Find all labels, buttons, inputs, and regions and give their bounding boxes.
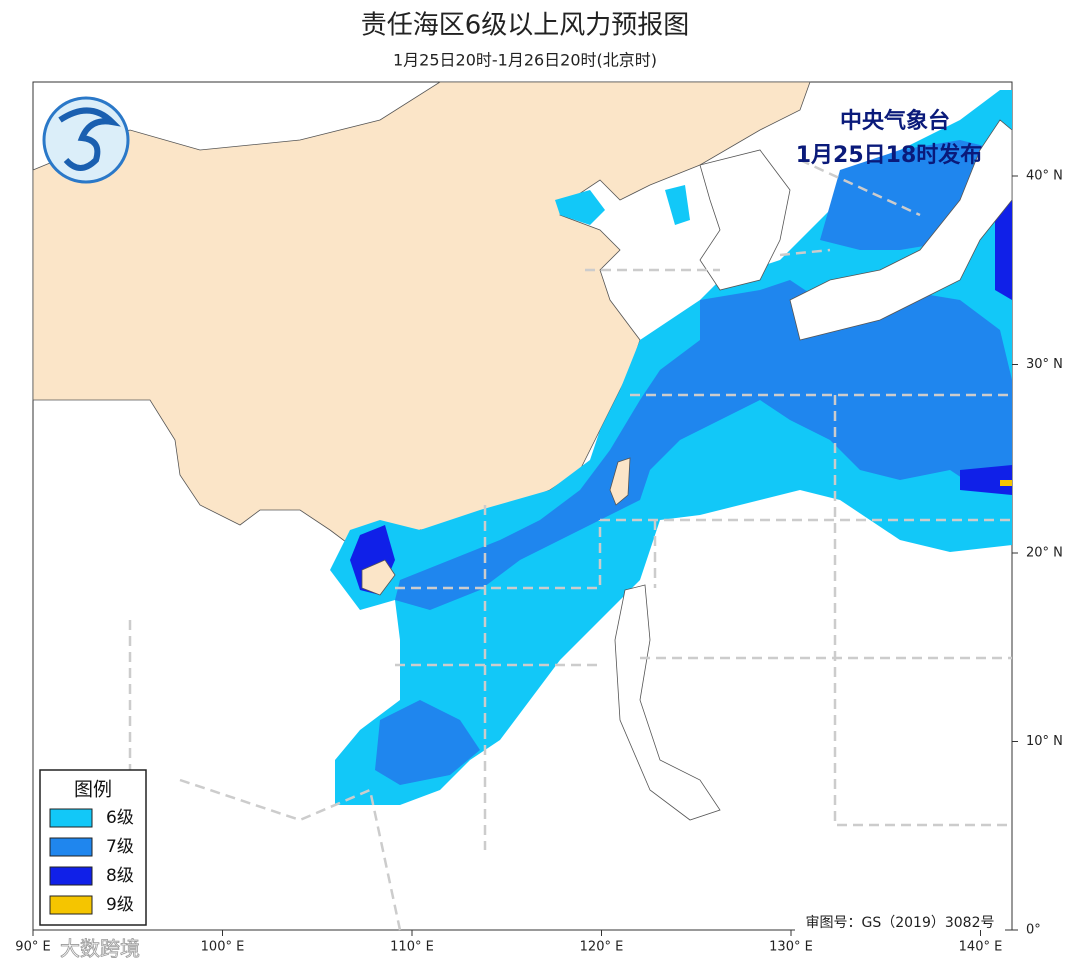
lat-tick-label: 10° N xyxy=(1026,734,1063,749)
logo-mark xyxy=(58,107,121,171)
legend-swatch xyxy=(49,837,93,857)
wind-7 xyxy=(375,700,480,785)
legend-label: 8级 xyxy=(106,866,134,886)
lon-tick-label: 100° E xyxy=(201,940,245,955)
lat-tick-label: 30° N xyxy=(1026,357,1063,372)
lon-tick-label: 120° E xyxy=(580,940,624,955)
legend-swatch xyxy=(49,808,93,828)
wind-8 xyxy=(960,465,1012,495)
legend-label: 7级 xyxy=(106,837,134,857)
wind-8 xyxy=(995,190,1012,300)
approval-number: 审图号：GS（2019）3082号 xyxy=(806,915,995,931)
lat-tick-label: 0° xyxy=(1026,923,1041,938)
map-area: 中央气象台 1月25日18时发布 审图号：GS（2019）3082号 xyxy=(32,81,1013,932)
wind-6 xyxy=(665,185,690,225)
legend-label: 9级 xyxy=(106,895,134,915)
agency: 中央气象台 xyxy=(840,108,950,134)
lon-tick-label: 130° E xyxy=(769,940,813,955)
title: 责任海区6级以上风力预报图 xyxy=(361,11,690,41)
legend-label: 6级 xyxy=(106,808,134,828)
watermark: 大数跨境 xyxy=(60,937,140,961)
philippines-land xyxy=(614,584,721,821)
korea-land xyxy=(699,149,791,291)
legend-swatch xyxy=(49,895,93,915)
japan-land xyxy=(789,119,1013,341)
lat-tick-label: 40° N xyxy=(1026,169,1063,184)
hainan-land xyxy=(361,559,396,596)
lon-tick-label: 90° E xyxy=(15,940,50,955)
legend: 图例 6级 7级 8级 9级 xyxy=(39,769,147,926)
lon-tick-label: 140° E xyxy=(959,940,1003,955)
taiwan-land xyxy=(609,457,631,506)
wind-7 xyxy=(395,280,1012,610)
legend-title: 图例 xyxy=(74,779,112,801)
lon-tick-label: 110° E xyxy=(390,940,434,955)
wind-9 xyxy=(1000,480,1012,486)
lat-tick-label: 20° N xyxy=(1026,546,1063,561)
approval-bg xyxy=(795,912,1005,932)
subtitle: 1月25日20时-1月26日20时(北京时) xyxy=(393,51,657,70)
issued-time: 1月25日18时发布 xyxy=(796,142,983,168)
legend-swatch xyxy=(49,866,93,886)
boundary-lines xyxy=(128,158,1012,931)
wind-6 xyxy=(555,190,605,225)
